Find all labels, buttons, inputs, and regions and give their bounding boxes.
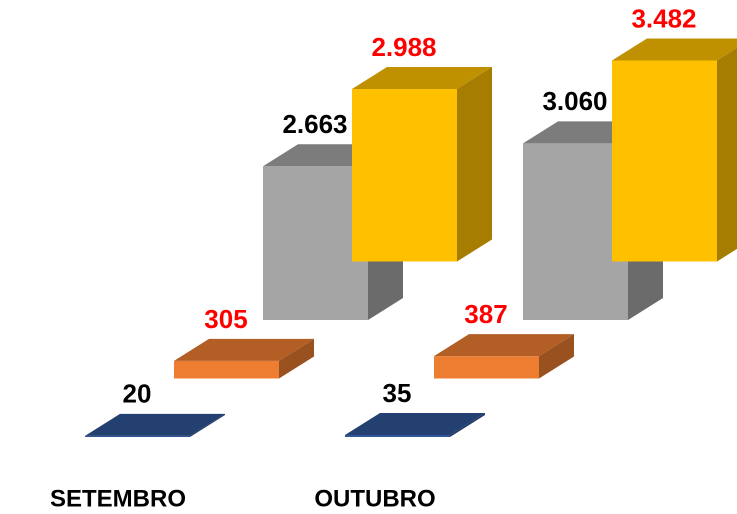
bar-side	[279, 338, 314, 379]
bar-top	[434, 334, 574, 357]
data-label: 35	[383, 378, 412, 408]
bar-front	[345, 434, 450, 437]
bar-side	[190, 413, 225, 437]
bar-side	[450, 412, 485, 437]
data-label: 2.988	[371, 32, 436, 62]
data-label: 387	[464, 299, 507, 329]
data-label: 2.663	[282, 109, 347, 139]
bar-top	[352, 67, 492, 90]
bar-side	[717, 47, 737, 262]
bar-front	[434, 356, 539, 379]
bar-top	[345, 412, 485, 435]
bar-top	[612, 38, 737, 61]
data-label: 3.060	[542, 86, 607, 116]
bar-front	[352, 89, 457, 262]
bar-front	[174, 360, 279, 379]
data-label: 305	[204, 304, 247, 334]
bar-front	[85, 435, 190, 437]
bar-front	[612, 60, 717, 262]
bar-side	[457, 67, 492, 262]
x-tick-label: SETEMBRO	[50, 485, 186, 512]
bar-top	[85, 413, 225, 436]
bar-front	[263, 166, 368, 320]
x-tick-label: OUTUBRO	[314, 485, 435, 512]
data-label: 3.482	[631, 3, 696, 33]
bar-top	[174, 338, 314, 361]
bar-front	[523, 143, 628, 320]
data-label: 20	[123, 379, 152, 409]
bar-side	[539, 334, 574, 379]
